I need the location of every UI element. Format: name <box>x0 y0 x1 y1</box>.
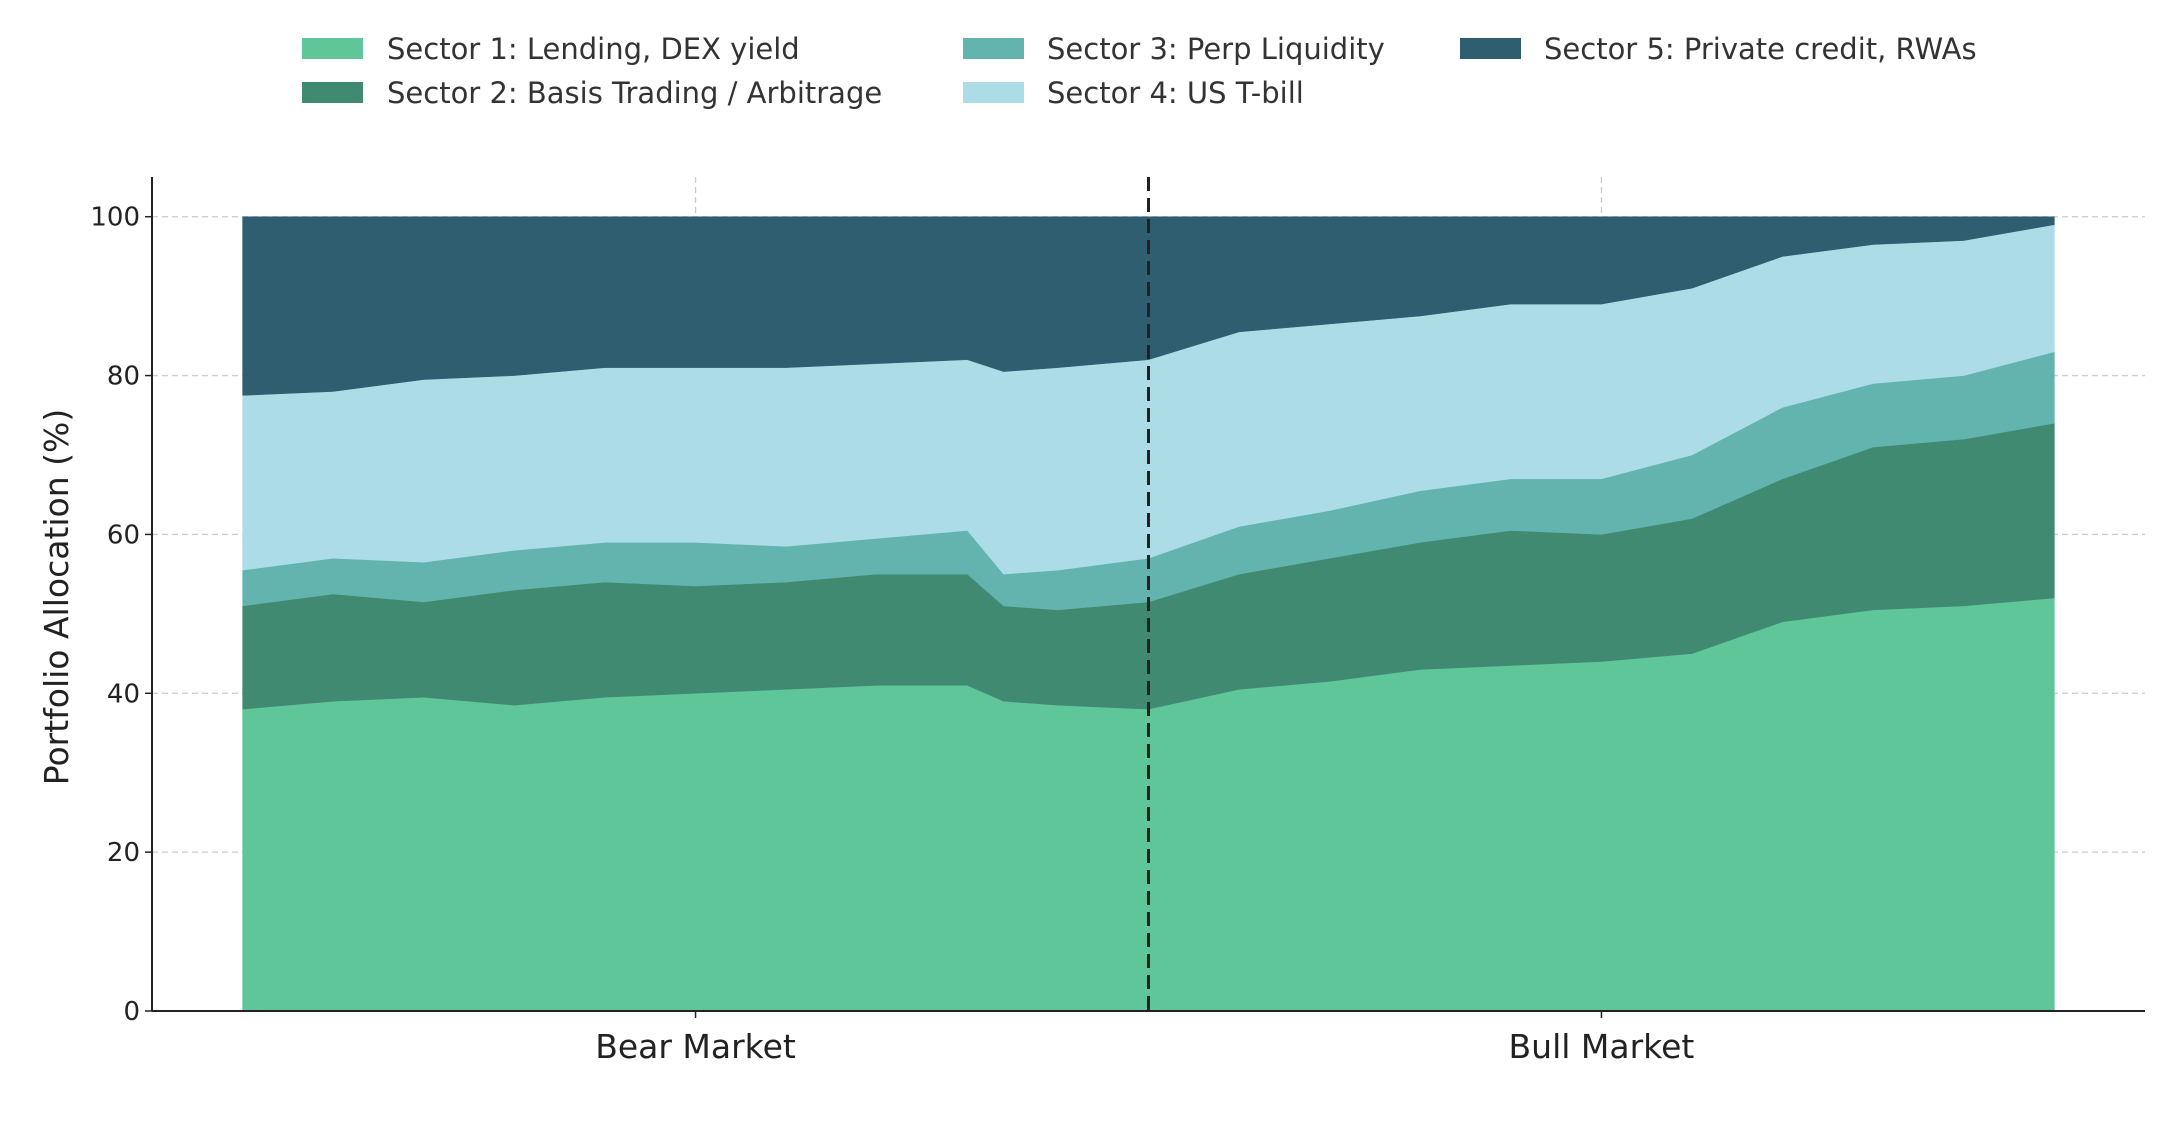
legend-label-sector-4: Sector 4: US T-bill <box>1047 76 1304 110</box>
y-tick-label: 60 <box>107 520 140 550</box>
legend-label-sector-1: Sector 1: Lending, DEX yield <box>387 32 800 66</box>
legend-item-sector-1: Sector 1: Lending, DEX yield <box>302 32 800 66</box>
x-tick-label: Bear Market <box>595 1027 796 1066</box>
y-tick-label: 80 <box>107 362 140 392</box>
y-tick-label: 40 <box>107 679 140 709</box>
legend-label-sector-2: Sector 2: Basis Trading / Arbitrage <box>387 76 882 110</box>
legend-label-sector-3: Sector 3: Perp Liquidity <box>1047 32 1385 66</box>
y-tick-label: 100 <box>90 203 140 233</box>
legend-swatch-sector-2 <box>302 82 363 103</box>
legend-item-sector-5: Sector 5: Private credit, RWAs <box>1460 32 1977 66</box>
legend: Sector 1: Lending, DEX yield Sector 2: B… <box>302 32 1977 110</box>
x-tick-label: Bull Market <box>1509 1027 1695 1066</box>
y-tick-labels: 0 20 40 60 80 100 <box>90 203 152 1027</box>
legend-label-sector-5: Sector 5: Private credit, RWAs <box>1544 32 1977 66</box>
x-tick-labels: Bear Market Bull Market <box>595 1011 1694 1066</box>
legend-swatch-sector-1 <box>302 38 363 59</box>
legend-swatch-sector-4 <box>963 82 1024 103</box>
legend-item-sector-4: Sector 4: US T-bill <box>963 76 1304 110</box>
y-tick-label: 20 <box>107 838 140 868</box>
axes <box>151 177 2145 1012</box>
legend-item-sector-2: Sector 2: Basis Trading / Arbitrage <box>302 76 882 110</box>
legend-swatch-sector-3 <box>963 38 1024 59</box>
y-tick-label: 0 <box>123 997 140 1027</box>
y-axis-label: Portfolio Allocation (%) <box>37 409 76 786</box>
legend-swatch-sector-5 <box>1460 38 1521 59</box>
legend-item-sector-3: Sector 3: Perp Liquidity <box>963 32 1385 66</box>
